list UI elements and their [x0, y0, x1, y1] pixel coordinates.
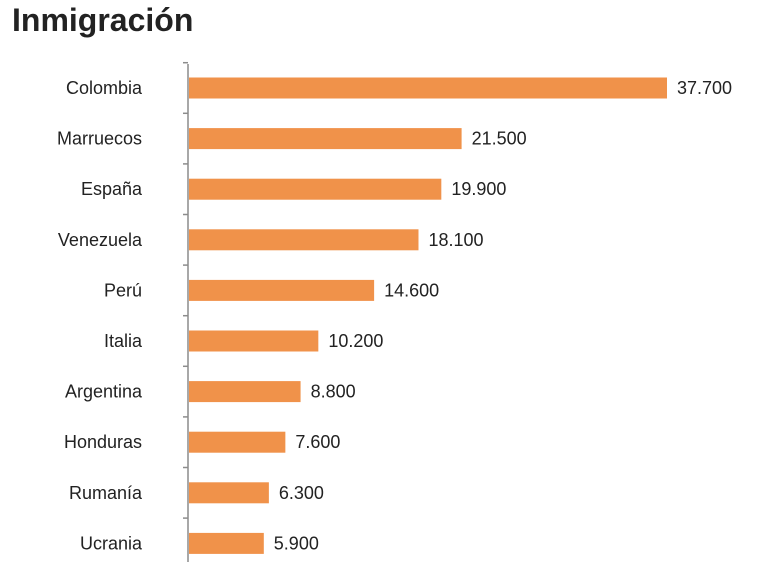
labels-layer: Colombia 37.700 Marruecos 21.500 España 19.90…: [57, 78, 732, 553]
category-label: España: [81, 179, 143, 199]
data-label: 5.900: [274, 533, 319, 553]
axis-layer: [183, 61, 189, 562]
bar-8: [189, 482, 269, 504]
data-label: 14.600: [384, 280, 439, 300]
bar-5: [189, 330, 319, 352]
category-label: Marruecos: [57, 129, 142, 149]
category-label: Rumanía: [69, 483, 143, 503]
bars-layer: [189, 77, 667, 554]
bar-2: [189, 178, 442, 200]
category-label: Venezuela: [58, 230, 143, 250]
category-label: Honduras: [64, 432, 142, 452]
category-label: Italia: [104, 331, 143, 351]
chart-title: Inmigración: [12, 2, 194, 38]
bar-3: [189, 229, 419, 251]
category-label: Ucrania: [80, 533, 143, 553]
category-label: Colombia: [66, 78, 143, 98]
bar-0: [189, 77, 667, 99]
data-label: 37.700: [677, 78, 732, 98]
data-label: 6.300: [279, 483, 324, 503]
data-label: 7.600: [295, 432, 340, 452]
bar-7: [189, 431, 286, 453]
data-label: 19.900: [451, 179, 506, 199]
category-label: Perú: [104, 280, 142, 300]
bar-9: [189, 532, 264, 554]
data-label: 8.800: [311, 382, 356, 402]
bar-1: [189, 128, 462, 150]
bar-6: [189, 381, 301, 403]
data-label: 21.500: [472, 129, 527, 149]
bar-4: [189, 279, 375, 301]
data-label: 18.100: [428, 230, 483, 250]
data-label: 10.200: [328, 331, 383, 351]
category-label: Argentina: [65, 382, 143, 402]
